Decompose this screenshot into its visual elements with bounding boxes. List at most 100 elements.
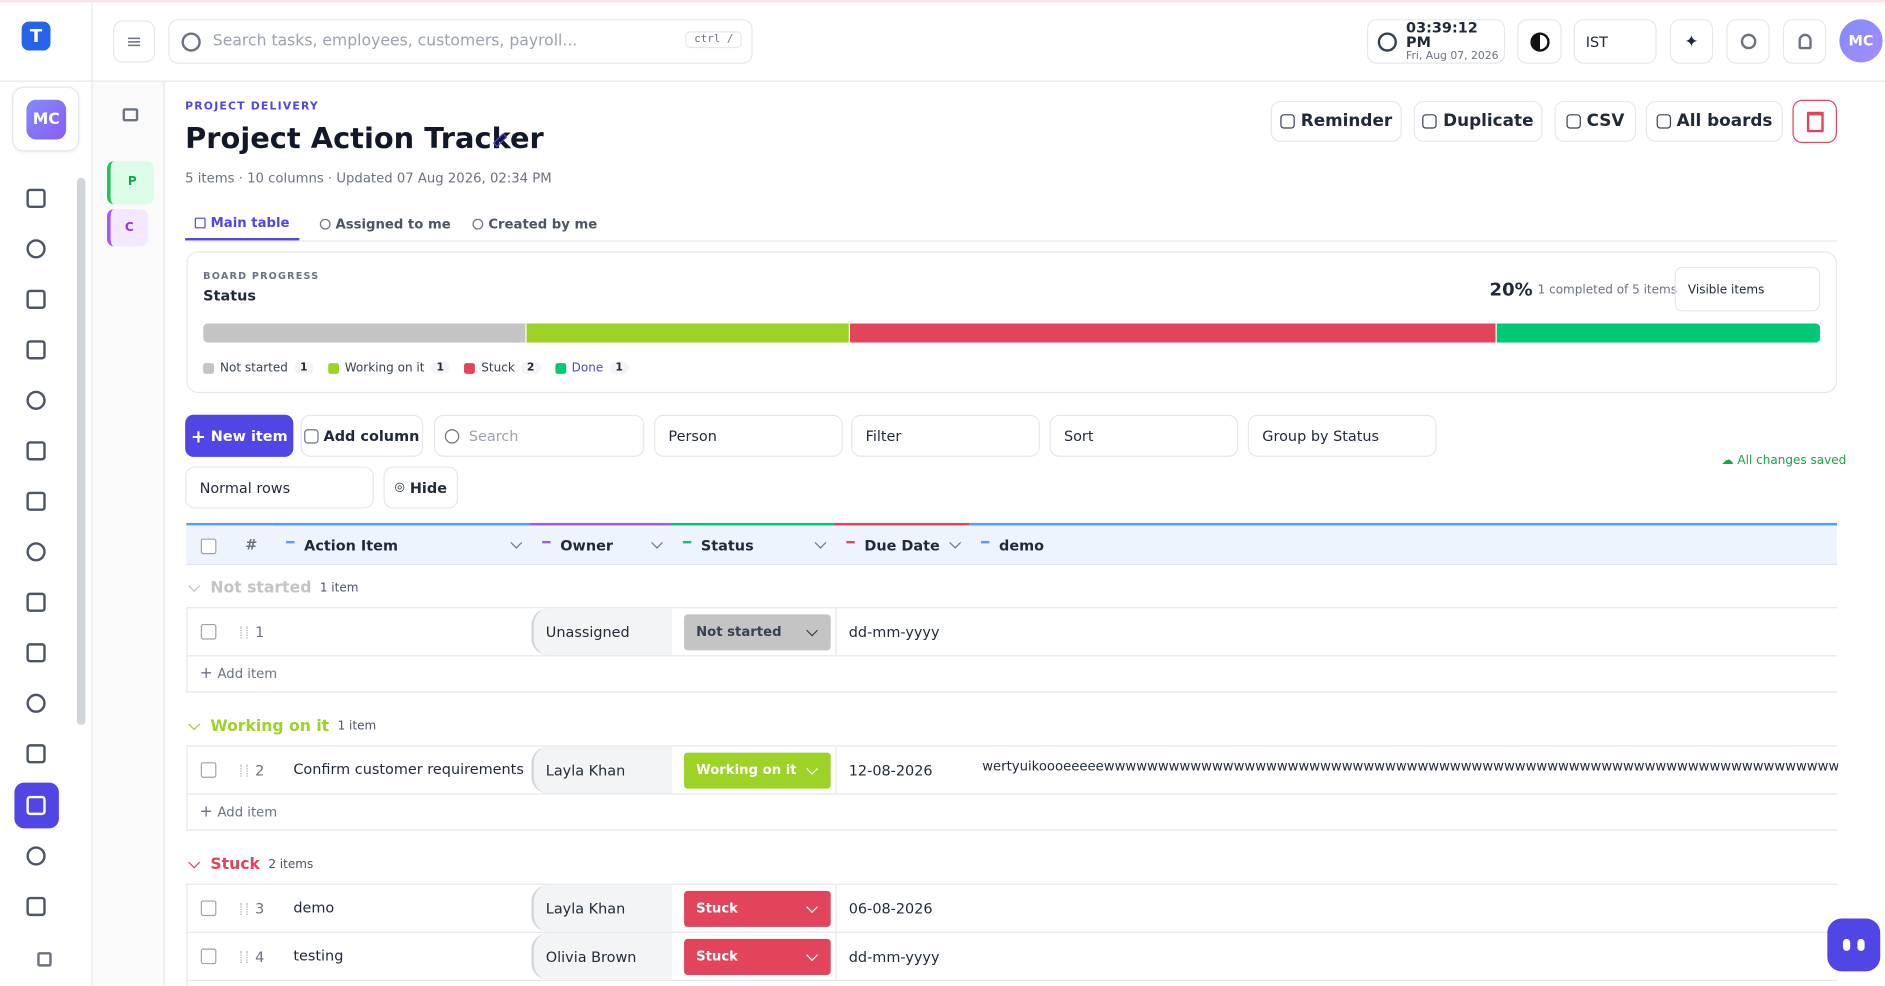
cell-due[interactable]: dd-mm-yyyy: [835, 932, 971, 980]
cell-item[interactable]: testing: [293, 947, 344, 965]
row-density[interactable]: Normal rows: [185, 466, 374, 509]
board-tab[interactable]: C: [106, 209, 148, 247]
drag-handle[interactable]: [240, 950, 248, 963]
notifications[interactable]: [1782, 19, 1827, 64]
logout-icon[interactable]: [37, 952, 52, 967]
cell-item[interactable]: demo: [293, 899, 335, 917]
column-header[interactable]: demo: [968, 522, 1837, 565]
tab[interactable]: Assigned to me: [319, 207, 451, 241]
drag-handle[interactable]: [240, 763, 248, 777]
ai-button[interactable]: ✦: [1669, 19, 1714, 64]
tab[interactable]: Main table: [185, 207, 300, 241]
cell-demo[interactable]: [970, 933, 1838, 980]
cell-demo[interactable]: [970, 608, 1838, 655]
status-pill[interactable]: Stuck: [684, 938, 831, 975]
drag-handle[interactable]: [240, 902, 248, 915]
add-item-row[interactable]: +Add item: [186, 979, 1837, 986]
cell-due[interactable]: 06-08-2026: [835, 884, 971, 932]
timezone[interactable]: IST: [1573, 19, 1657, 64]
column-menu[interactable]: [651, 536, 663, 549]
cell-owner[interactable]: Unassigned: [531, 608, 673, 656]
nav-icon[interactable]: [26, 744, 46, 764]
column-header[interactable]: Due Date: [834, 522, 969, 565]
cell-status_cell[interactable]: Not started: [672, 608, 835, 655]
column-header[interactable]: Action Item: [274, 522, 531, 565]
add-column-button[interactable]: Add column: [300, 414, 424, 457]
cell-due[interactable]: dd-mm-yyyy: [835, 608, 971, 656]
logo[interactable]: T: [21, 21, 51, 51]
column-menu[interactable]: [949, 536, 962, 549]
menu-button[interactable]: ≡: [113, 20, 156, 63]
nav-icon[interactable]: [26, 441, 46, 461]
delete-button[interactable]: [1792, 99, 1837, 144]
workspace[interactable]: MC: [12, 86, 80, 152]
chat-button[interactable]: [1726, 19, 1770, 64]
action-label: Duplicate: [1443, 111, 1534, 132]
nav-icon[interactable]: [26, 846, 46, 866]
action-button[interactable]: CSV: [1554, 100, 1637, 142]
drag-handle[interactable]: [240, 625, 248, 638]
filter[interactable]: Filter: [851, 414, 1040, 457]
group-header[interactable]: Working on it 1 item: [186, 703, 1837, 749]
status-pill[interactable]: Working on it: [684, 751, 831, 789]
action-button[interactable]: All boards: [1645, 100, 1783, 142]
nav-icon[interactable]: [26, 896, 46, 917]
column-menu[interactable]: [814, 536, 827, 549]
cell-owner[interactable]: Layla Khan: [531, 884, 673, 932]
add-item-row[interactable]: +Add item: [186, 793, 1837, 831]
theme-toggle[interactable]: [1517, 19, 1562, 64]
nav-icon[interactable]: [26, 795, 46, 816]
hide-button[interactable]: ◎ Hide: [383, 466, 459, 509]
tab[interactable]: Created by me: [472, 207, 597, 241]
column-menu[interactable]: [510, 536, 523, 549]
assistant-button[interactable]: [1827, 918, 1881, 972]
collapse-icon[interactable]: [122, 108, 139, 122]
cell-due[interactable]: 12-08-2026: [835, 746, 971, 794]
row-number-text: 1: [255, 623, 265, 641]
nav-icon[interactable]: [26, 340, 46, 360]
nav-icon[interactable]: [26, 542, 46, 562]
new-item-button[interactable]: + New item: [185, 414, 294, 457]
cell-demo[interactable]: [970, 885, 1838, 932]
column-header[interactable]: Status: [670, 522, 835, 565]
sort[interactable]: Sort: [1049, 414, 1239, 457]
cell-status_cell[interactable]: Stuck: [672, 933, 835, 980]
user-avatar[interactable]: MC: [1839, 19, 1883, 63]
row-checkbox[interactable]: [200, 948, 217, 965]
action-button[interactable]: Duplicate: [1413, 100, 1543, 142]
cell-item[interactable]: Confirm customer requirements: [293, 760, 524, 778]
group-header[interactable]: Stuck 2 items: [186, 842, 1837, 888]
column-header[interactable]: #: [228, 525, 274, 563]
row-checkbox[interactable]: [200, 900, 217, 917]
column-header[interactable]: Owner: [530, 522, 671, 565]
status-pill[interactable]: Not started: [684, 613, 831, 650]
nav-icon[interactable]: [26, 643, 46, 663]
nav-icon[interactable]: [26, 390, 46, 410]
search-box[interactable]: Search tasks, employees, customers, payr…: [168, 19, 753, 64]
nav-icon[interactable]: [26, 239, 46, 259]
board-tab[interactable]: P: [106, 161, 154, 205]
nav-icon[interactable]: [26, 491, 46, 511]
table-search[interactable]: Search: [433, 414, 645, 457]
row-checkbox[interactable]: [200, 762, 217, 778]
scope-select[interactable]: Visible items: [1674, 266, 1821, 312]
nav-icon[interactable]: [26, 592, 46, 612]
nav-icon[interactable]: [26, 188, 46, 208]
cell-status_cell[interactable]: Stuck: [672, 885, 835, 932]
action-button[interactable]: Reminder: [1270, 100, 1402, 142]
add-item-row[interactable]: +Add item: [186, 655, 1837, 693]
cell-owner[interactable]: Layla Khan: [531, 746, 673, 794]
group-header[interactable]: Not started 1 item: [186, 565, 1837, 611]
person-filter[interactable]: Person: [653, 414, 843, 457]
cell-status_cell[interactable]: Working on it: [672, 747, 835, 794]
cell-item[interactable]: [275, 608, 531, 655]
cell-owner[interactable]: Olivia Brown: [531, 932, 673, 980]
cell-demo[interactable]: wertyuikoooeeeeewwwwwwwwwwwwwwwwwwwwwwww…: [982, 758, 1838, 775]
status-pill[interactable]: Stuck: [684, 890, 831, 927]
nav-icon[interactable]: [26, 693, 46, 713]
row-checkbox[interactable]: [200, 623, 217, 640]
select-all[interactable]: [200, 538, 217, 555]
nav-icon[interactable]: [26, 289, 46, 309]
group-by[interactable]: Group by Status: [1247, 414, 1437, 457]
